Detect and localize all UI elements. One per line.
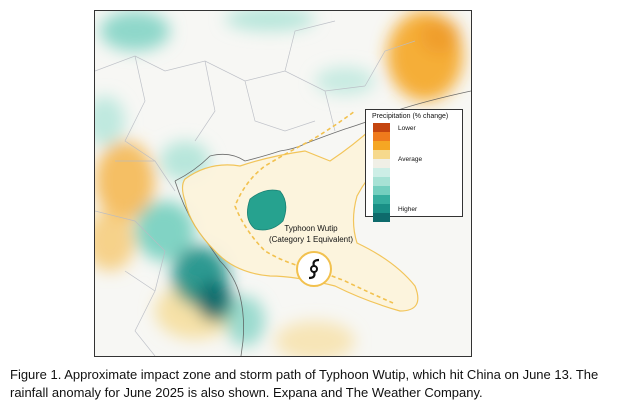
legend-swatch: [373, 213, 390, 222]
storm-category: (Category 1 Equivalent): [268, 235, 354, 244]
storm-label: Typhoon Wutip (Category 1 Equivalent): [256, 223, 366, 245]
legend-swatch: [373, 168, 390, 177]
storm-name: Typhoon Wutip: [284, 224, 338, 233]
legend-swatch: [373, 159, 390, 168]
figure-caption: Figure 1. Approximate impact zone and st…: [10, 367, 599, 400]
legend-label-lower: Lower: [398, 125, 416, 132]
legend-swatch: [373, 177, 390, 186]
typhoon-marker: [296, 251, 332, 287]
legend-swatch: [373, 141, 390, 150]
hainan-island: [247, 189, 287, 231]
precipitation-legend: Precipitation (% change) Lower Average H…: [365, 109, 463, 222]
legend-swatch: [373, 123, 390, 132]
province-borders: [95, 20, 416, 356]
legend-swatch: [373, 186, 390, 195]
legend-swatch: [373, 195, 390, 204]
legend-label-average: Average: [398, 156, 423, 163]
map-canvas: [95, 11, 471, 356]
legend-swatch: [373, 132, 390, 141]
legend-swatches: [373, 123, 391, 222]
legend-swatch: [373, 150, 390, 159]
storm-track: [234, 110, 394, 304]
rainfall-anomaly-map: Precipitation (% change) Lower Average H…: [94, 10, 472, 357]
legend-title: Precipitation (% change): [372, 113, 449, 120]
legend-label-higher: Higher: [398, 206, 418, 213]
anomaly-field: [95, 11, 463, 356]
typhoon-icon: [308, 258, 320, 280]
legend-swatch: [373, 204, 390, 213]
